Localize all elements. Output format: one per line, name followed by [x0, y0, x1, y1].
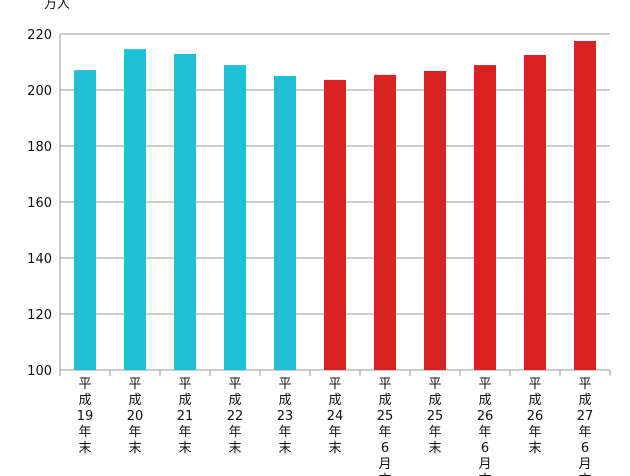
bar	[224, 65, 246, 370]
x-tick-label-part: 成	[478, 393, 492, 408]
x-tick-label: 平成 24 年末	[320, 377, 350, 457]
y-tick-label: 120	[27, 308, 52, 323]
bar	[524, 55, 546, 370]
x-tick-label-part: 末	[528, 441, 542, 456]
x-tick-label-part: 年	[578, 425, 592, 440]
x-tick-label-part: 6	[580, 441, 590, 456]
x-tick-label-part: 平	[528, 377, 542, 392]
x-tick-label-part: 末	[470, 473, 500, 476]
x-tick-label-part: 成	[528, 393, 542, 408]
x-tick-label-part: 21	[176, 409, 194, 424]
x-tick-label-part: 年	[178, 425, 192, 440]
bar	[474, 65, 496, 370]
bar	[124, 49, 146, 371]
x-tick-label-part: 平	[178, 377, 192, 392]
bar	[274, 76, 296, 370]
x-tick-label-part: 平	[378, 377, 392, 392]
x-tick-label: 平成27年6月末	[570, 377, 600, 476]
y-tick-label: 100	[27, 364, 52, 379]
x-tick-label: 平成 25 年末	[420, 377, 450, 457]
bar	[574, 41, 596, 370]
x-tick-label: 平成 21 年末	[170, 377, 200, 457]
x-tick-label-part: 月	[378, 457, 392, 472]
x-tick-label: 平成26年6月末	[470, 377, 500, 476]
x-tick-label-part: 成	[128, 393, 142, 408]
x-tick-label-part: 末	[328, 441, 342, 456]
x-tick-label-part: 年	[378, 425, 392, 440]
x-tick-label-part: 年	[128, 425, 142, 440]
x-tick-label-part: 末	[178, 441, 192, 456]
y-tick-label: 140	[27, 252, 52, 267]
x-tick-label-part: 年	[78, 425, 92, 440]
bar	[74, 70, 96, 371]
x-tick-label-part: 25	[426, 409, 444, 424]
x-tick-label-part: 年	[328, 425, 342, 440]
x-tick-label-part: 平	[578, 377, 592, 392]
x-tick-label: 平成25年6月末	[370, 377, 400, 476]
x-tick-label-part: 成	[328, 393, 342, 408]
x-tick-label-part: 年	[228, 425, 242, 440]
x-tick-label: 平成 22 年末	[220, 377, 250, 457]
x-tick-label: 平成 19 年末	[70, 377, 100, 457]
x-tick-label-part: 成	[378, 393, 392, 408]
x-tick-label-part: 末	[570, 473, 600, 476]
bar	[174, 53, 196, 370]
x-tick-label: 平成 20 年末	[120, 377, 150, 457]
x-tick-label-part: 27	[576, 409, 594, 424]
x-tick-label-part: 成	[228, 393, 242, 408]
x-tick-label-part: 月	[578, 457, 592, 472]
x-tick-label-part: 年	[428, 425, 442, 440]
x-tick-label-part: 成	[278, 393, 292, 408]
x-tick-label-part: 6	[480, 441, 490, 456]
x-tick-label-part: 6	[380, 441, 390, 456]
x-tick-label-part: 22	[226, 409, 244, 424]
x-tick-label-part: 平	[228, 377, 242, 392]
x-tick-label-part: 平	[428, 377, 442, 392]
x-tick-label-part: 年	[478, 425, 492, 440]
y-tick-label: 200	[27, 84, 52, 99]
x-tick-label-part: 末	[278, 441, 292, 456]
x-tick-label-part: 26	[476, 409, 494, 424]
x-tick-label-part: 25	[376, 409, 394, 424]
y-tick-label: 160	[27, 196, 52, 211]
y-tick-label: 220	[27, 28, 52, 43]
bar	[424, 70, 446, 371]
x-tick-label-part: 平	[78, 377, 92, 392]
x-tick-label-part: 成	[178, 393, 192, 408]
x-tick-label-part: 末	[128, 441, 142, 456]
x-tick-label-part: 末	[428, 441, 442, 456]
bar	[324, 79, 346, 371]
x-tick-label: 平成 26 年末	[520, 377, 550, 457]
x-tick-label-part: 平	[128, 377, 142, 392]
x-tick-label-part: 26	[526, 409, 544, 424]
x-tick-label-part: 成	[428, 393, 442, 408]
x-tick-label-part: 成	[578, 393, 592, 408]
x-tick-label-part: 平	[478, 377, 492, 392]
x-tick-label-part: 平	[328, 377, 342, 392]
x-tick-label-part: 24	[326, 409, 344, 424]
x-tick-label-part: 年	[528, 425, 542, 440]
x-tick-label-part: 20	[126, 409, 144, 424]
x-tick-label-part: 末	[370, 473, 400, 476]
x-tick-label-part: 末	[228, 441, 242, 456]
x-tick-label-part: 23	[276, 409, 294, 424]
x-tick-label-part: 年	[278, 425, 292, 440]
bar	[374, 74, 396, 370]
x-tick-label-part: 末	[78, 441, 92, 456]
x-tick-label-part: 平	[278, 377, 292, 392]
y-tick-label: 180	[27, 140, 52, 155]
x-tick-label: 平成 23 年末	[270, 377, 300, 457]
x-tick-label-part: 月	[478, 457, 492, 472]
x-tick-label-part: 成	[78, 393, 92, 408]
x-tick-label-part: 19	[76, 409, 94, 424]
y-axis-label: 万人	[44, 0, 71, 12]
